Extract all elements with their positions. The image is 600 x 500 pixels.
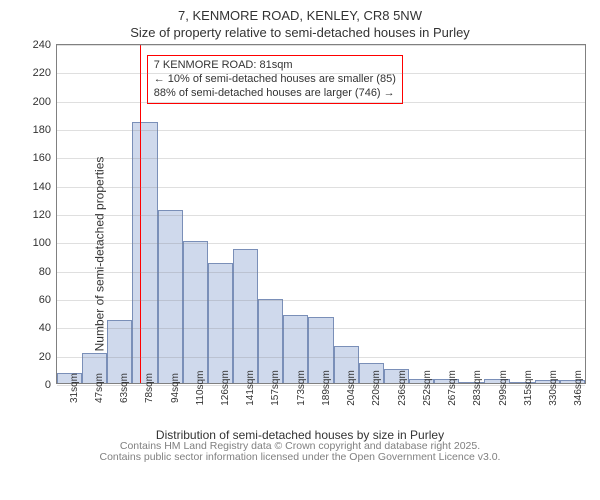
bar	[132, 122, 157, 383]
y-tick-label: 200	[33, 96, 57, 108]
x-tick-label: 173sqm	[283, 384, 308, 434]
y-tick-label: 140	[33, 181, 57, 193]
grid-line	[57, 272, 585, 273]
x-tick-label: 126sqm	[207, 384, 232, 434]
bar	[183, 241, 208, 383]
x-tick-label: 63sqm	[106, 384, 131, 434]
x-tick-label: 141sqm	[233, 384, 258, 434]
x-tick-row: 31sqm47sqm63sqm78sqm94sqm110sqm126sqm141…	[56, 384, 586, 434]
title-line-2: Size of property relative to semi-detach…	[0, 25, 600, 42]
annotation-line-2: ← 10% of semi-detached houses are smalle…	[154, 73, 396, 87]
y-tick-label: 240	[33, 39, 57, 51]
plot-area: 7 KENMORE ROAD: 81sqm ← 10% of semi-deta…	[56, 44, 586, 384]
caption: Contains HM Land Registry data © Crown c…	[0, 441, 600, 462]
x-tick-label: 236sqm	[384, 384, 409, 434]
x-tick-label: 330sqm	[535, 384, 560, 434]
y-tick-label: 160	[33, 152, 57, 164]
grid-line	[57, 73, 585, 74]
y-tick-label: 40	[39, 322, 57, 334]
y-tick-label: 180	[33, 124, 57, 136]
grid-line	[57, 130, 585, 131]
chart-area: Number of semi-detached properties 7 KEN…	[0, 44, 600, 464]
annotation-box: 7 KENMORE ROAD: 81sqm ← 10% of semi-deta…	[147, 55, 403, 104]
x-tick-label: 189sqm	[308, 384, 333, 434]
x-tick-label: 31sqm	[56, 384, 81, 434]
x-tick-label: 346sqm	[561, 384, 586, 434]
bar	[208, 263, 233, 383]
grid-line	[57, 158, 585, 159]
x-tick-label: 220sqm	[359, 384, 384, 434]
grid-line	[57, 215, 585, 216]
annotation-line-3: 88% of semi-detached houses are larger (…	[154, 87, 396, 101]
x-tick-label: 94sqm	[157, 384, 182, 434]
grid-line	[57, 243, 585, 244]
x-tick-label: 110sqm	[182, 384, 207, 434]
caption-line-1: Contains HM Land Registry data © Crown c…	[0, 441, 600, 452]
property-marker-line	[140, 45, 141, 383]
y-tick-label: 220	[33, 67, 57, 79]
grid-line	[57, 187, 585, 188]
caption-line-2: Contains public sector information licen…	[0, 452, 600, 463]
grid-line	[57, 45, 585, 46]
title-line-1: 7, KENMORE ROAD, KENLEY, CR8 5NW	[0, 8, 600, 25]
y-tick-label: 120	[33, 209, 57, 221]
grid-line	[57, 328, 585, 329]
x-tick-label: 283sqm	[460, 384, 485, 434]
y-tick-label: 100	[33, 237, 57, 249]
x-tick-label: 252sqm	[409, 384, 434, 434]
chart-title: 7, KENMORE ROAD, KENLEY, CR8 5NW Size of…	[0, 0, 600, 42]
x-tick-label: 204sqm	[334, 384, 359, 434]
x-tick-label: 315sqm	[510, 384, 535, 434]
y-tick-label: 80	[39, 266, 57, 278]
x-tick-label: 78sqm	[132, 384, 157, 434]
bar	[233, 249, 258, 383]
annotation-line-1: 7 KENMORE ROAD: 81sqm	[154, 59, 396, 73]
grid-line	[57, 300, 585, 301]
grid-line	[57, 102, 585, 103]
grid-line	[57, 357, 585, 358]
y-tick-label: 20	[39, 351, 57, 363]
y-tick-label: 60	[39, 294, 57, 306]
x-tick-label: 299sqm	[485, 384, 510, 434]
x-tick-label: 267sqm	[435, 384, 460, 434]
x-tick-label: 157sqm	[258, 384, 283, 434]
x-tick-label: 47sqm	[81, 384, 106, 434]
